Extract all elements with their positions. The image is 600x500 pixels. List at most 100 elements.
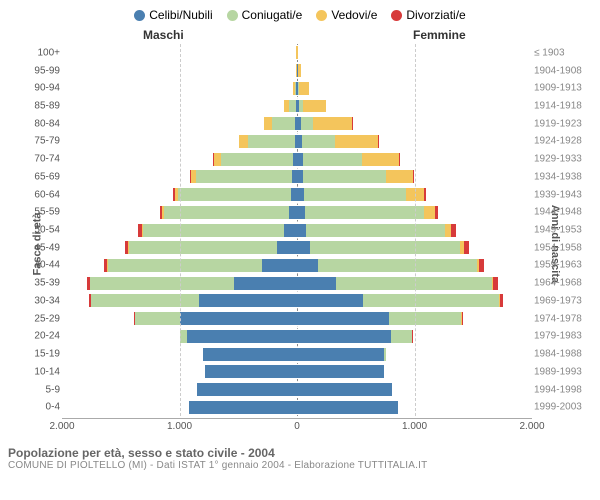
rows-container: 100+≤ 190395-991904-190890-941909-191385… <box>62 44 532 416</box>
age-row: 100+≤ 1903 <box>62 44 532 62</box>
seg-divorziati <box>451 224 455 237</box>
seg-celibi <box>284 224 297 237</box>
seg-coniugati <box>289 100 296 113</box>
seg-celibi <box>234 277 297 290</box>
age-label: 45-49 <box>16 242 60 253</box>
x-tick: 2.000 <box>519 421 544 432</box>
age-row: 10-141989-1993 <box>62 363 532 381</box>
age-row: 25-291974-1978 <box>62 310 532 328</box>
seg-divorziati <box>378 135 379 148</box>
seg-divorziati <box>435 206 438 219</box>
birth-year-label: 1929-1933 <box>534 154 590 165</box>
age-label: 35-39 <box>16 278 60 289</box>
seg-vedovi <box>362 153 400 166</box>
header-males: Maschi <box>143 28 184 42</box>
x-tick: 0 <box>294 421 300 432</box>
seg-celibi <box>297 241 310 254</box>
seg-celibi <box>297 277 336 290</box>
birth-year-label: ≤ 1903 <box>534 47 590 58</box>
seg-coniugati <box>384 348 386 361</box>
seg-celibi <box>297 401 398 414</box>
age-row: 95-991904-1908 <box>62 62 532 80</box>
seg-celibi <box>180 312 298 325</box>
legend-label-coniugati: Coniugati/e <box>242 8 303 22</box>
legend-label-celibi: Celibi/Nubili <box>149 8 212 22</box>
seg-divorziati <box>352 117 353 130</box>
seg-coniugati <box>180 330 187 343</box>
seg-celibi <box>297 330 391 343</box>
birth-year-label: 1989-1993 <box>534 366 590 377</box>
seg-divorziati <box>399 153 400 166</box>
age-label: 60-64 <box>16 189 60 200</box>
seg-vedovi <box>299 82 310 95</box>
seg-coniugati <box>304 188 406 201</box>
age-label: 10-14 <box>16 366 60 377</box>
legend-swatch-coniugati <box>227 10 238 21</box>
header-females: Femmine <box>413 28 466 42</box>
seg-coniugati <box>129 241 277 254</box>
seg-coniugati <box>196 170 292 183</box>
column-headers: Maschi Femmine <box>8 28 592 44</box>
birth-year-label: 1974-1978 <box>534 313 590 324</box>
age-row: 65-691934-1938 <box>62 168 532 186</box>
age-row: 5-91994-1998 <box>62 381 532 399</box>
birth-year-label: 1979-1983 <box>534 331 590 342</box>
legend-swatch-vedovi <box>316 10 327 21</box>
seg-divorziati <box>500 294 503 307</box>
birth-year-label: 1944-1948 <box>534 207 590 218</box>
plot: 100+≤ 190395-991904-190890-941909-191385… <box>62 44 532 416</box>
seg-coniugati <box>91 294 199 307</box>
seg-coniugati <box>302 135 335 148</box>
legend: Celibi/Nubili Coniugati/e Vedovi/e Divorzia… <box>8 8 592 22</box>
seg-celibi <box>187 330 297 343</box>
seg-coniugati <box>391 330 412 343</box>
seg-celibi <box>277 241 297 254</box>
age-label: 5-9 <box>16 384 60 395</box>
legend-swatch-celibi <box>134 10 145 21</box>
birth-year-label: 1994-1998 <box>534 384 590 395</box>
birth-year-label: 1999-2003 <box>534 402 590 413</box>
seg-divorziati <box>462 312 463 325</box>
seg-coniugati <box>178 188 291 201</box>
seg-coniugati <box>303 153 362 166</box>
seg-celibi <box>205 365 297 378</box>
seg-vedovi <box>239 135 247 148</box>
seg-coniugati <box>306 224 445 237</box>
seg-coniugati <box>389 312 462 325</box>
seg-celibi <box>189 401 297 414</box>
birth-year-label: 1909-1913 <box>534 83 590 94</box>
age-label: 0-4 <box>16 402 60 413</box>
x-tick: 1.000 <box>167 421 192 432</box>
age-label: 55-59 <box>16 207 60 218</box>
seg-celibi <box>199 294 297 307</box>
age-label: 65-69 <box>16 171 60 182</box>
age-row: 55-591944-1948 <box>62 203 532 221</box>
age-row: 60-641939-1943 <box>62 186 532 204</box>
legend-label-vedovi: Vedovi/e <box>331 8 377 22</box>
legend-label-divorziati: Divorziati/e <box>406 8 465 22</box>
seg-celibi <box>297 383 392 396</box>
age-row: 80-841919-1923 <box>62 115 532 133</box>
birth-year-label: 1919-1923 <box>534 118 590 129</box>
birth-year-label: 1969-1973 <box>534 295 590 306</box>
seg-celibi <box>297 206 305 219</box>
seg-coniugati <box>164 206 289 219</box>
age-row: 35-391964-1968 <box>62 274 532 292</box>
seg-coniugati <box>108 259 262 272</box>
age-label: 95-99 <box>16 65 60 76</box>
seg-vedovi <box>298 64 302 77</box>
seg-celibi <box>289 206 297 219</box>
age-row: 50-541949-1953 <box>62 221 532 239</box>
age-label: 25-29 <box>16 313 60 324</box>
seg-divorziati <box>479 259 484 272</box>
seg-celibi <box>297 188 304 201</box>
age-row: 85-891914-1918 <box>62 97 532 115</box>
seg-vedovi <box>424 206 435 219</box>
age-label: 70-74 <box>16 154 60 165</box>
age-row: 15-191984-1988 <box>62 345 532 363</box>
seg-divorziati <box>464 241 469 254</box>
gridline <box>180 44 181 416</box>
seg-celibi <box>197 383 297 396</box>
seg-vedovi <box>297 46 298 59</box>
seg-coniugati <box>303 170 385 183</box>
